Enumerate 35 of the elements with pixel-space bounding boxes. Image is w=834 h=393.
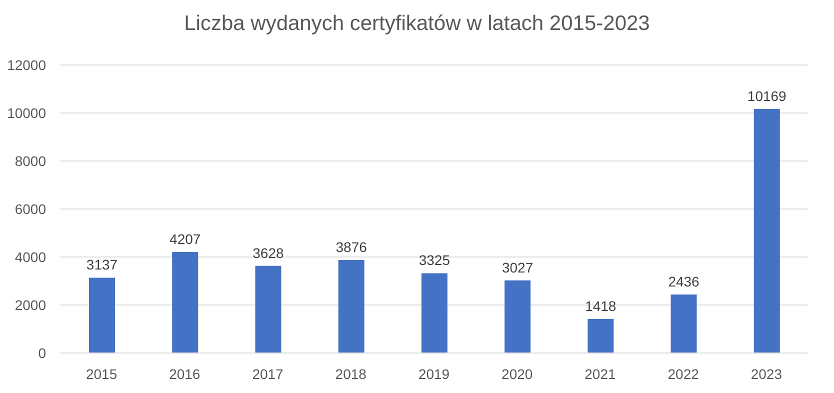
x-tick-label: 2017	[252, 366, 284, 382]
bar	[504, 280, 531, 353]
bar	[670, 294, 697, 353]
bar	[172, 252, 198, 353]
data-label: 1418	[585, 298, 616, 314]
bar	[421, 273, 448, 353]
y-tick-label: 6000	[14, 200, 46, 217]
x-tick-label: 2020	[502, 366, 533, 382]
y-tick-label: 12000	[7, 56, 46, 73]
x-tick-label: 2018	[335, 366, 367, 382]
y-tick-label: 8000	[14, 152, 46, 169]
x-tick-label: 2019	[418, 366, 450, 382]
bar	[754, 108, 780, 353]
x-tick-label: 2016	[169, 366, 200, 382]
y-tick-label: 10000	[7, 104, 46, 121]
x-tick-label: 2023	[750, 366, 782, 382]
bar	[338, 260, 364, 353]
chart-title: Liczba wydanych certyfikatów w latach 2015-2023	[183, 12, 651, 36]
data-label: 3628	[252, 244, 284, 261]
y-tick-label: 2000	[14, 296, 46, 313]
bar	[255, 266, 282, 353]
x-tick-label: 2015	[86, 366, 118, 382]
data-label: 3325	[418, 252, 450, 268]
bar	[89, 278, 115, 353]
data-label: 4207	[170, 231, 201, 248]
data-label: 3876	[336, 238, 368, 255]
x-tick-label: 2022	[668, 366, 700, 382]
y-tick-label: 0	[38, 344, 46, 361]
data-label: 2436	[668, 274, 700, 290]
data-label: 10169	[747, 88, 787, 104]
x-tick-label: 2021	[584, 366, 616, 382]
data-label: 3027	[502, 259, 534, 276]
y-tick-label: 4000	[14, 248, 46, 265]
bar	[588, 318, 614, 353]
data-label: 3137	[86, 256, 118, 273]
